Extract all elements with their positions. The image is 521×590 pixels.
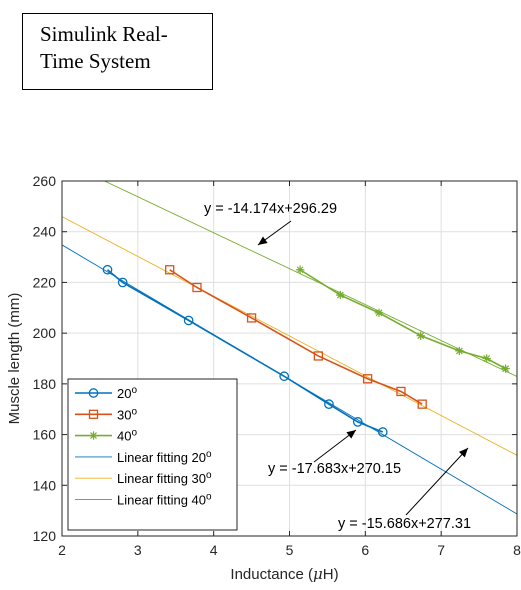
data-point	[482, 354, 491, 363]
data-point	[501, 364, 510, 373]
legend-label: Linear fitting 30o	[117, 470, 212, 486]
data-point	[279, 371, 290, 382]
x-tick-label: 8	[513, 542, 521, 558]
data-point	[396, 386, 406, 397]
x-tick-label: 4	[210, 542, 218, 558]
legend-box	[67, 378, 238, 531]
legend-label: Linear fitting 40o	[117, 492, 212, 508]
plot-content	[62, 181, 517, 515]
annotations: y = -14.174x+296.29 y = -17.683x+270.15 y …	[204, 201, 471, 532]
data-point	[374, 308, 384, 318]
y-tick-label: 120	[33, 528, 57, 544]
x-tick-label: 3	[134, 542, 142, 558]
legend-label: 40o	[117, 428, 137, 444]
fit-equation-label: y = -17.683x+270.15	[268, 461, 401, 477]
x-tick-label: 2	[58, 542, 66, 558]
x-tick-label: 7	[437, 542, 445, 558]
y-tick-label: 200	[33, 325, 57, 341]
data-point	[313, 351, 323, 361]
series-1	[165, 265, 427, 409]
data-point	[165, 265, 175, 275]
series-line-0	[106, 269, 384, 433]
legend: 20o 30o 40o Linear fitting 20o Linear fittin…	[67, 378, 238, 531]
data-point	[362, 374, 373, 384]
system-box-line2: Time System	[40, 49, 151, 73]
data-point	[417, 399, 427, 409]
series-2	[295, 265, 510, 373]
x-axis-label: Inductance (μH)	[230, 565, 338, 583]
y-tick-label: 180	[33, 376, 57, 392]
data-point	[246, 313, 257, 323]
y-tick-label: 220	[33, 274, 57, 290]
legend-label: Linear fitting 20o	[117, 449, 212, 465]
fit-line-2	[103, 181, 517, 377]
legend-marker	[88, 409, 99, 419]
fit-line-1	[62, 216, 517, 456]
y-tick-label: 140	[33, 477, 57, 493]
ticks: 2 3 4 5 6 7 8 120 140 160 180 200 220 240 260	[33, 173, 521, 558]
series-line-1	[169, 269, 423, 405]
data-point	[336, 290, 345, 300]
fit-equation-label: y = -15.686x+277.31	[338, 516, 471, 532]
system-box-line1: Simulink Real-	[40, 22, 168, 46]
data-point	[117, 277, 128, 288]
data-point	[455, 346, 464, 356]
data-point	[183, 315, 194, 326]
annotation-arrow-head	[258, 236, 268, 245]
x-tick-label: 6	[361, 542, 369, 558]
y-tick-label: 260	[33, 173, 57, 189]
data-point	[324, 399, 334, 409]
annotation-arrow-head	[346, 430, 356, 439]
data-point	[377, 427, 388, 437]
series-0	[102, 264, 388, 437]
data-point	[416, 331, 425, 340]
legend-marker	[89, 431, 98, 440]
x-tick-label: 5	[286, 542, 294, 558]
simulink-system-box: Simulink Real- Time System	[22, 13, 213, 90]
data-point	[102, 264, 113, 275]
legend-label: 30o	[117, 406, 137, 422]
y-tick-label: 240	[33, 224, 57, 240]
annotation-arrow-line	[405, 447, 469, 516]
data-point	[352, 417, 363, 427]
legend-marker	[88, 388, 99, 398]
y-tick-label: 160	[33, 427, 57, 443]
legend-label: 20o	[117, 385, 137, 401]
y-axis-label: Muscle length (mm)	[6, 293, 23, 425]
fit-equation-label: y = -14.174x+296.29	[204, 201, 337, 217]
data-point	[192, 282, 202, 293]
data-point	[295, 265, 305, 274]
annotation-arrow-head	[458, 448, 468, 458]
